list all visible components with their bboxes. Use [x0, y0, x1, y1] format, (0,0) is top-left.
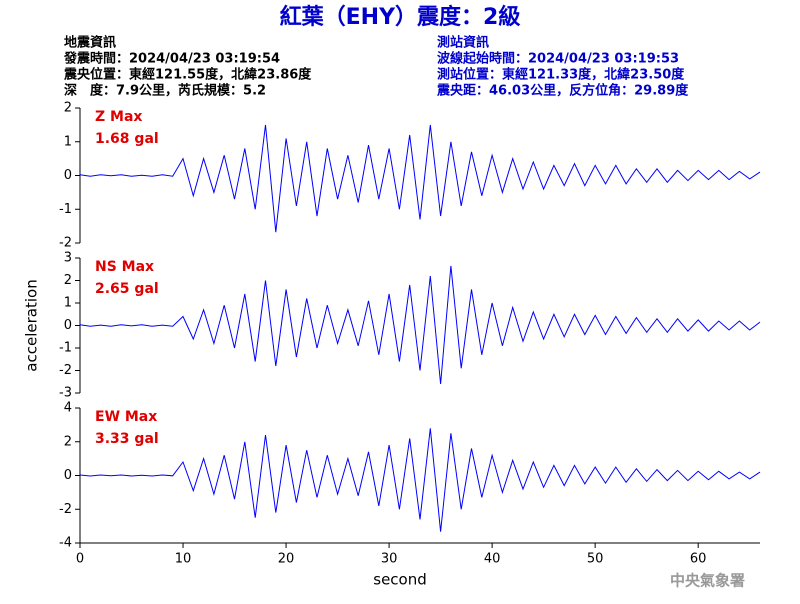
x-tick-label: 60 — [690, 552, 707, 567]
info-right: 震央距：46.03公里，反方位角：29.89度 — [436, 83, 689, 99]
y-tick-label: 2 — [64, 273, 72, 288]
x-tick-label: 0 — [76, 552, 84, 567]
y-tick-label: -2 — [59, 236, 72, 251]
y-tick-label: 0 — [64, 318, 72, 333]
waveform — [79, 124, 761, 233]
x-tick-label: 10 — [175, 552, 192, 567]
x-axis-label: second — [373, 571, 427, 589]
y-tick-label: 3 — [64, 251, 72, 266]
waveform — [79, 265, 761, 385]
annotation: EW Max — [95, 409, 157, 425]
info-left: 地震資訊 — [64, 35, 116, 51]
y-tick-label: 2 — [64, 101, 72, 116]
waveform — [79, 428, 761, 532]
annotation: Z Max — [95, 109, 142, 125]
y-tick-label: 0 — [64, 168, 72, 183]
info-right: 測站資訊 — [437, 35, 489, 51]
info-left: 深 度：7.9公里，芮氏規模：5.2 — [64, 83, 266, 99]
y-tick-label: 0 — [64, 468, 72, 483]
chart-title: 紅葉（EHY）震度：2級 — [280, 4, 521, 30]
annotation: 3.33 gal — [95, 431, 159, 447]
watermark: 中央氣象署 — [670, 572, 745, 590]
y-axis-label: acceleration — [23, 279, 41, 371]
y-tick-label: 1 — [64, 134, 72, 149]
y-tick-label: 1 — [64, 296, 72, 311]
info-left: 震央位置：東經121.55度，北緯23.86度 — [63, 67, 312, 83]
x-tick-label: 30 — [381, 552, 398, 567]
info-right: 波線起始時間：2024/04/23 03:19:53 — [437, 51, 679, 67]
x-tick-label: 40 — [484, 552, 501, 567]
annotation: NS Max — [95, 259, 154, 275]
x-tick-label: 20 — [278, 552, 295, 567]
annotation: 2.65 gal — [95, 281, 159, 297]
y-tick-label: 4 — [64, 401, 72, 416]
y-tick-label: -2 — [59, 363, 72, 378]
info-right: 測站位置：東經121.33度，北緯23.50度 — [437, 67, 685, 83]
annotation: 1.68 gal — [95, 131, 159, 147]
y-tick-label: -4 — [59, 536, 72, 551]
y-tick-label: -3 — [59, 386, 72, 401]
y-tick-label: -2 — [59, 502, 72, 517]
info-left: 發震時間：2024/04/23 03:19:54 — [63, 51, 280, 67]
y-tick-label: -1 — [59, 202, 72, 217]
y-tick-label: -1 — [59, 341, 72, 356]
x-tick-label: 50 — [587, 552, 604, 567]
y-tick-label: 2 — [64, 434, 72, 449]
